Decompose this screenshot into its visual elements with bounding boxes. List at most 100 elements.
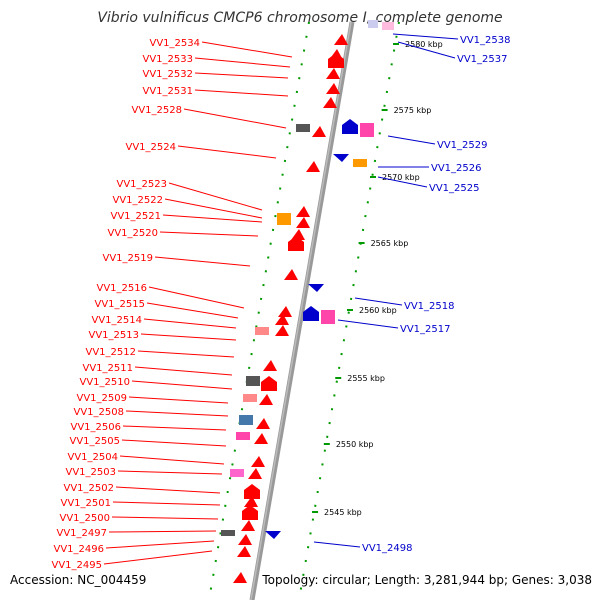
gene-block: [261, 376, 277, 391]
gene-label: VV1_2503: [66, 467, 117, 478]
gene-label: VV1_2495: [52, 560, 103, 571]
gene-label: VV1_2533: [143, 54, 194, 65]
gene-leader-line: [128, 396, 229, 404]
gene-label: VV1_2524: [126, 142, 177, 153]
gene-block: [368, 20, 378, 28]
gene-leader-line: [154, 256, 251, 267]
gene-leader-line: [162, 214, 263, 223]
gene-block: [277, 213, 291, 225]
gene-leader-line: [377, 176, 428, 188]
kbp-label: 2565 kbp: [371, 239, 409, 248]
gene-arrow-forward: [233, 572, 247, 583]
gene-arrow-forward: [237, 546, 251, 557]
gene-leader-line: [137, 350, 235, 358]
gene-label: VV1_2496: [54, 544, 105, 555]
kbp-label: 2545 kbp: [324, 508, 362, 517]
gene-leader-line: [131, 380, 233, 390]
gene-arrow-reverse: [308, 284, 324, 292]
gene-block: [221, 530, 235, 536]
gene-leader-line: [103, 550, 213, 565]
gene-label: VV1_2538: [460, 35, 511, 46]
gene-block: [296, 124, 310, 132]
gene-arrow-forward: [254, 433, 268, 444]
kbp-label: 2575 kbp: [394, 106, 432, 115]
gene-leader-line: [122, 425, 227, 431]
gene-leader-line: [112, 501, 221, 506]
gene-leader-line: [125, 410, 229, 417]
gene-label: VV1_2537: [457, 54, 508, 65]
gene-label: VV1_2528: [132, 105, 183, 116]
gene-leader-line: [194, 57, 291, 68]
gene-label: VV1_2529: [437, 140, 488, 151]
gene-leader-line: [143, 318, 237, 329]
gene-block: [230, 469, 244, 477]
gene-leader-line: [168, 182, 263, 211]
gene-arrow-forward: [278, 306, 292, 317]
gene-leader-line: [111, 516, 219, 520]
kbp-label: 2555 kbp: [347, 374, 385, 383]
gene-label: VV1_2534: [150, 38, 201, 49]
gene-label: VV1_2522: [113, 195, 164, 206]
gene-label: VV1_2502: [64, 483, 115, 494]
gene-label: VV1_2506: [71, 422, 122, 433]
gene-leader-line: [117, 470, 223, 475]
gene-block: [328, 53, 344, 68]
gene-block: [246, 376, 260, 386]
gene-label: VV1_2532: [143, 69, 194, 80]
gene-arrow-forward: [251, 456, 265, 467]
gene-arrow-forward: [326, 83, 340, 94]
gene-label: VV1_2516: [97, 283, 148, 294]
gene-label: VV1_2519: [103, 253, 154, 264]
topology-text: Topology: circular; Length: 3,281,944 bp…: [262, 573, 592, 587]
gene-arrow-forward: [275, 325, 289, 336]
left-gene-labels: VV1_2534 VV1_2533 VV1_2532 VV1_2531 VV1_2528…: [52, 38, 293, 571]
gene-leader-line: [121, 439, 227, 447]
gene-label: VV1_2498: [362, 543, 413, 554]
gene-label: VV1_2508: [74, 407, 125, 418]
gene-leader-line: [194, 89, 289, 97]
gene-leader-line: [159, 231, 259, 237]
gene-leader-line: [146, 302, 239, 319]
gene-arrow-forward: [241, 520, 255, 531]
gene-leader-line: [183, 108, 287, 129]
right-gene-labels: VV1_2538 VV1_2537 VV1_2529 VV1_2526 VV1_2525…: [313, 33, 511, 554]
gene-label: VV1_2514: [92, 315, 143, 326]
gene-arrow-forward: [296, 217, 310, 228]
gene-arrow-forward: [296, 206, 310, 217]
gene-leader-line: [313, 541, 361, 548]
gene-block: [382, 22, 394, 30]
gene-arrow-forward: [263, 360, 277, 371]
chromosome-axis-highlight: [250, 21, 352, 600]
gene-features: [221, 20, 394, 583]
kbp-label: 2560 kbp: [359, 306, 397, 315]
gene-leader-line: [148, 286, 245, 309]
gene-label: VV1_2521: [111, 211, 162, 222]
kbp-label: 2570 kbp: [382, 173, 420, 182]
gene-label: VV1_2509: [77, 393, 128, 404]
gene-arrow-forward: [244, 496, 258, 507]
accession-text: Accession: NC_004459: [10, 573, 147, 587]
gene-label: VV1_2505: [70, 436, 121, 447]
gene-leader-line: [140, 333, 237, 341]
gene-block: [353, 159, 367, 167]
gene-leader-line: [387, 135, 436, 145]
gene-block: [342, 119, 358, 134]
gene-arrow-forward: [312, 126, 326, 137]
gene-block: [303, 306, 319, 321]
gene-leader-line: [337, 319, 399, 329]
gene-arrow-forward: [275, 314, 289, 325]
gene-leader-line: [177, 145, 277, 159]
gene-label: VV1_2517: [400, 324, 451, 335]
gene-block: [236, 432, 250, 440]
kbp-label: 2550 kbp: [336, 440, 374, 449]
gene-label: VV1_2510: [80, 377, 131, 388]
gene-arrow-forward: [306, 161, 320, 172]
gene-leader-line: [108, 530, 217, 533]
chromosome-axis: [249, 21, 355, 600]
gene-block: [239, 415, 253, 425]
gene-label: VV1_2513: [89, 330, 140, 341]
gene-block: [243, 394, 257, 402]
gene-arrow-forward: [334, 34, 348, 45]
